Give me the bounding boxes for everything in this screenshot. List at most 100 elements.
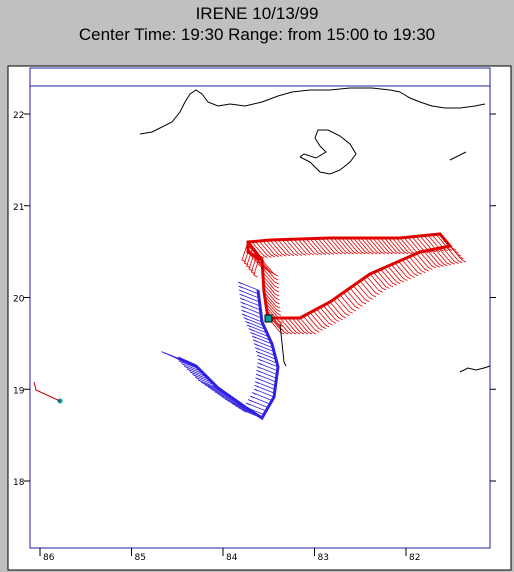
red-barb (263, 291, 281, 309)
blue-barb (240, 305, 262, 315)
blue-barb (248, 328, 269, 338)
red-barb (264, 295, 281, 313)
red-barb (271, 317, 289, 335)
red-barb (394, 262, 412, 280)
red-barb (262, 240, 279, 258)
red-barb (427, 234, 445, 252)
blue-barb (256, 366, 278, 375)
red-barb (356, 283, 373, 300)
red-barb (313, 310, 330, 328)
red-barb (423, 250, 440, 268)
red-barb (388, 237, 405, 255)
blue-barb (257, 362, 278, 372)
red-barb (329, 237, 347, 255)
red-barb (333, 237, 351, 255)
red-barb (438, 247, 455, 265)
blue-barb (247, 399, 269, 408)
blue-barb (214, 391, 236, 401)
red-barb (423, 235, 441, 252)
blue-barb (256, 354, 278, 364)
red-barb (266, 240, 283, 257)
blue-barb (245, 320, 266, 330)
red-barb (297, 238, 315, 256)
blue-track (161, 281, 280, 421)
red-barb (309, 312, 327, 330)
red-barb (265, 306, 283, 324)
red-barb (412, 254, 430, 272)
red-barb (269, 239, 287, 257)
red-barb (431, 234, 449, 252)
map: 22 21 20 19 18 86 85 84 83 82 (0, 62, 514, 572)
red-west-barb (253, 256, 261, 278)
coast-cayman (459, 365, 491, 373)
blue-barb (237, 281, 259, 291)
red-barb (439, 233, 457, 251)
red-barb (384, 237, 401, 255)
red-barb (356, 237, 374, 255)
red-barb (258, 240, 276, 258)
header: IRENE 10/13/99 Center Time: 19:30 Range:… (0, 0, 514, 62)
lat-label: 22 (13, 111, 24, 121)
blue-barb (257, 358, 279, 368)
blue-barb (231, 403, 252, 412)
red-barb (366, 276, 383, 293)
red-barb (263, 287, 280, 305)
red-barb (369, 273, 387, 291)
blue-barb (241, 313, 263, 323)
blue-barb (238, 289, 260, 299)
coast-isle (299, 129, 357, 175)
red-barb (442, 247, 459, 264)
red-barb (339, 294, 357, 312)
red-barb (345, 237, 362, 255)
coastline (139, 87, 491, 373)
red-barb (283, 317, 301, 335)
red-barb (398, 261, 415, 278)
red-barb (265, 302, 282, 320)
blue-barb (197, 379, 219, 389)
red-barb (251, 241, 268, 259)
lat-label: 19 (13, 386, 25, 396)
blue-barb (253, 388, 275, 398)
red-barb (321, 238, 339, 255)
blue-barb (249, 395, 271, 405)
blue-barb (246, 324, 268, 334)
red-barb (273, 239, 291, 257)
title: IRENE 10/13/99 (195, 4, 319, 23)
blue-barb (181, 363, 202, 372)
red-barb (408, 256, 426, 274)
red-barb (391, 237, 409, 255)
blue-barb (252, 339, 274, 349)
red-barb (289, 239, 307, 256)
blue-barb (189, 371, 210, 381)
red-barb (326, 303, 343, 321)
red-barb (380, 237, 397, 255)
red-barb (317, 238, 335, 255)
blue-barb (221, 396, 242, 405)
red-barb (405, 258, 422, 275)
coast-islet (449, 151, 467, 161)
red-barb (264, 299, 282, 316)
blue-barb (241, 309, 262, 319)
blue-barb (243, 317, 264, 327)
blue-barb (245, 402, 267, 412)
blue-barb (254, 347, 276, 356)
red-barb (430, 249, 448, 267)
lat-label: 20 (13, 295, 25, 305)
red-barb (293, 238, 311, 256)
red-barb (376, 270, 394, 288)
red-barb (419, 235, 437, 253)
red-barb (349, 237, 366, 255)
red-barb (336, 297, 353, 314)
red-barb (343, 292, 360, 310)
red-barb (287, 317, 305, 335)
red-track (241, 232, 467, 335)
red-barb (313, 238, 331, 255)
blue-barb (253, 343, 275, 353)
blue-barb (255, 373, 277, 383)
red-barb (380, 269, 397, 286)
red-barb (445, 246, 463, 264)
red-barb (299, 317, 317, 335)
red-barb (383, 267, 401, 285)
red-barb (333, 299, 350, 317)
